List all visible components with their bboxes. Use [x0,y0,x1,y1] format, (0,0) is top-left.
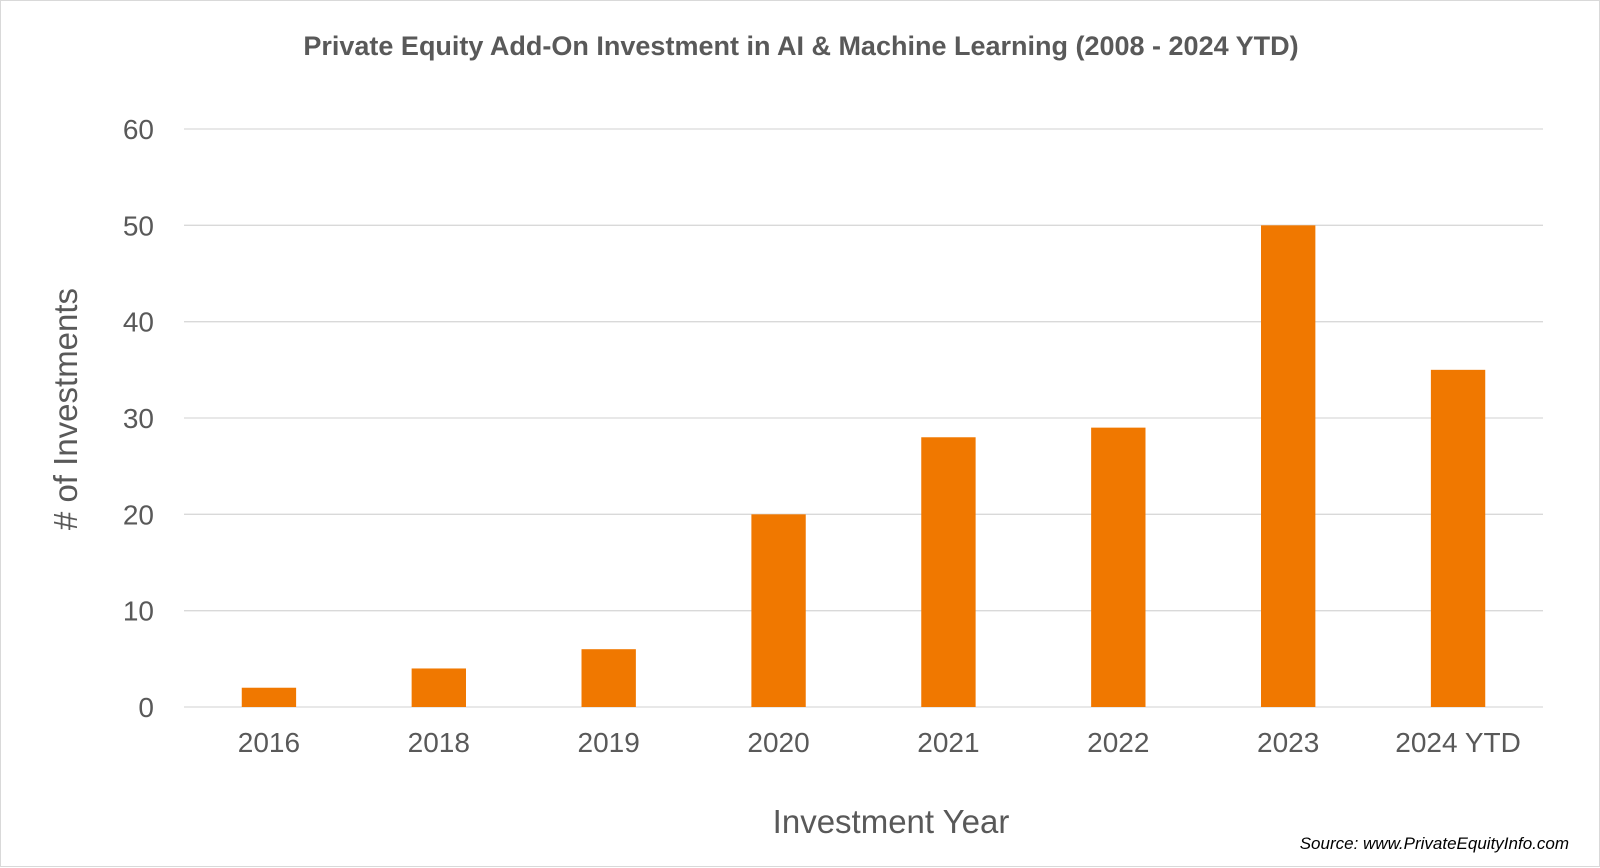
x-tick-label: 2023 [1257,727,1319,758]
x-tick-label: 2019 [578,727,640,758]
y-tick-label: 50 [123,210,154,241]
x-tick-label: 2024 YTD [1395,727,1521,758]
bar [1091,427,1146,707]
bar [241,687,297,707]
y-tick-label: 0 [138,692,154,723]
chart-title: Private Equity Add-On Investment in AI &… [303,31,1299,61]
y-tick-label: 40 [123,307,154,338]
y-tick-label: 60 [123,114,154,145]
source-note: Source: www.PrivateEquityInfo.com [1299,834,1569,853]
x-tick-label: 2021 [917,727,979,758]
x-tick-label: 2018 [408,727,470,758]
bar [921,437,976,707]
bar [581,649,636,707]
x-tick-label: 2016 [238,727,300,758]
bar [1430,369,1486,707]
x-tick-label: 2020 [747,727,809,758]
y-tick-label: 30 [123,403,154,434]
bar [411,668,466,707]
bar [1261,225,1316,708]
y-tick-label: 10 [123,596,154,627]
bar [751,514,806,707]
x-tick-label: 2022 [1087,727,1149,758]
y-tick-label: 20 [123,499,154,530]
x-axis-label: Investment Year [772,803,1010,840]
